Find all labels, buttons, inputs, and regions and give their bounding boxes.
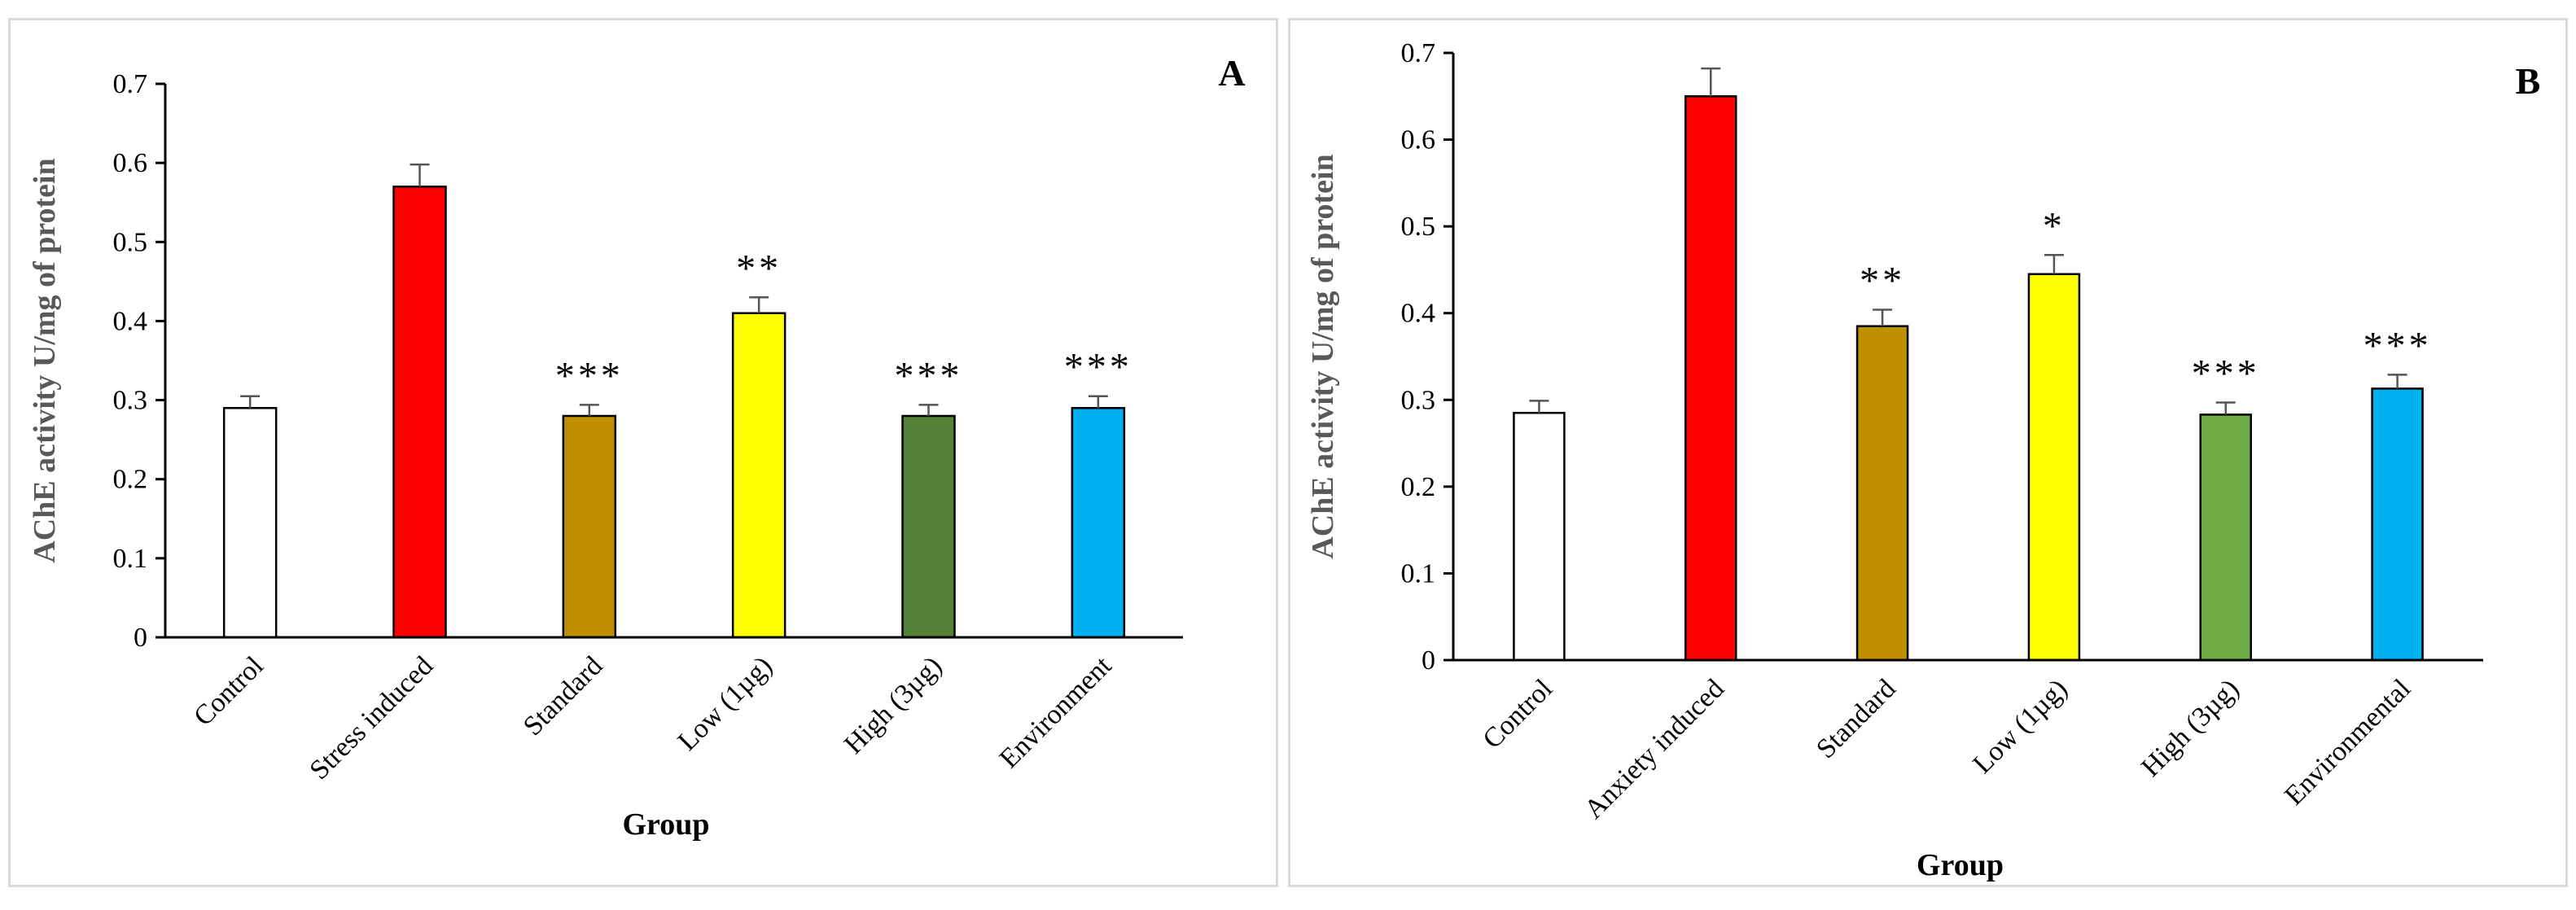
chart-a-bar [1071,407,1126,639]
chart-a-y-tick-label: 0.3 [113,386,148,416]
chart-a-y-tick-label: 0.7 [113,69,148,99]
chart-a-y-tick-label: 0 [134,623,147,653]
chart-a-bar [392,186,447,639]
chart-b-bar [1855,325,1909,662]
chart-b-y-tick-label: 0.2 [1401,472,1436,502]
chart-b-y-axis-label: AChE activity U/mg of protein [1306,154,1340,559]
chart-a-significance-label: *** [555,354,624,397]
chart-a-category-label: Control [188,650,269,732]
chart-panel-b: 0 0.1 0.2 0.3 0.4 0.5 0.6 0.7 AChE activity U/mg… [1288,18,2568,887]
chart-a-y-tick-label: 0.4 [113,306,148,336]
chart-panel-a: 0 0.1 0.2 0.3 0.4 0.5 0.6 0.7 AChE activity U/mg… [8,18,1278,887]
chart-b-bar [1684,95,1737,662]
chart-b-y-tick-label: 0 [1422,645,1435,676]
chart-b-y-tick-label: 0.4 [1401,299,1436,329]
chart-b-panel-label: B [2516,60,2541,102]
chart-a-bar [222,407,278,639]
chart-a-x-axis-label: Group [622,807,709,842]
chart-b-significance-label: *** [2364,324,2432,367]
chart-a-bar [562,414,617,639]
chart-b-y-tick-label: 0.5 [1401,212,1436,242]
chart-b-category-label: Anxiety induced [1579,673,1730,825]
chart-b-significance-label: * [2043,204,2066,247]
chart-a-category-label: Standard [518,650,609,742]
chart-b-y-tick-label: 0.3 [1401,385,1436,415]
chart-b-category-label: Environmental [2279,673,2416,811]
chart-b-bar [2199,413,2252,662]
chart-a-y-tick-label: 0.2 [113,465,148,495]
chart-b-x-axis-label: Group [1917,848,2004,882]
chart-b-bar [2371,387,2424,662]
chart-a-y-tick-label: 0.5 [113,227,148,257]
chart-b-category-label: Standard [1811,673,1902,764]
chart-a-significance-label: *** [895,354,963,397]
chart-a-category-label: Low (1µg) [672,650,778,756]
chart-a-significance-label: *** [1064,346,1132,389]
chart-b-bar [1513,412,1566,662]
chart-b-category-label: Low (1µg) [1967,673,2073,779]
chart-a-y-axis-label: AChE activity U/mg of protein [28,158,62,563]
chart-b-category-label: Control [1477,673,1558,755]
chart-a-panel-label: A [1218,52,1245,94]
chart-b-y-tick-label: 0.1 [1401,558,1436,588]
chart-a-category-label: High (3µg) [839,650,948,759]
chart-a-bar [731,312,786,639]
chart-a-category-label: Stress induced [304,650,439,785]
chart-b-y-tick-label: 0.6 [1401,125,1436,155]
chart-a-bar [901,414,956,639]
chart-a-category-label: Environment [994,650,1118,774]
chart-b-svg: 0 0.1 0.2 0.3 0.4 0.5 0.6 0.7 AChE activity U/mg… [1306,38,2541,882]
chart-b-bar [2027,273,2081,662]
chart-a-significance-label: ** [736,247,782,290]
chart-a-y-tick-label: 0.6 [113,148,148,178]
chart-b-significance-label: ** [1860,259,1905,302]
chart-b-category-label: High (3µg) [2136,673,2245,782]
chart-a-y-tick-label: 0.1 [113,544,148,574]
chart-a-svg: 0 0.1 0.2 0.3 0.4 0.5 0.6 0.7 AChE activity U/mg… [28,52,1246,842]
chart-b-significance-label: *** [2192,352,2260,395]
chart-b-y-tick-label: 0.7 [1401,38,1436,68]
